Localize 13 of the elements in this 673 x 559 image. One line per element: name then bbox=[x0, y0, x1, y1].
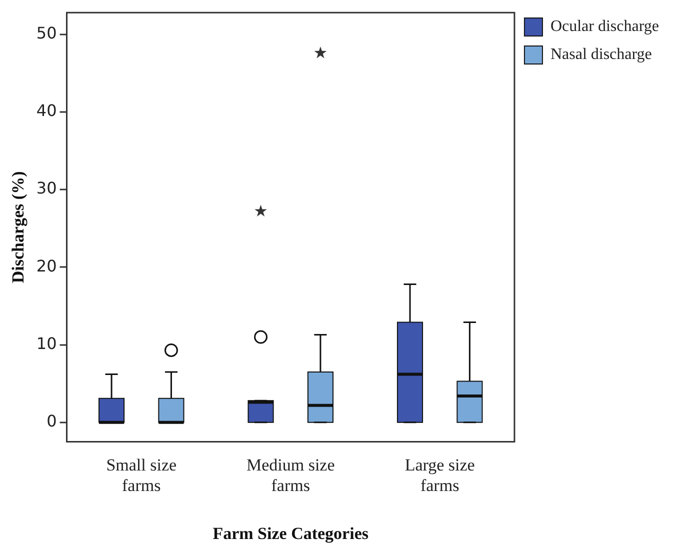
x-tick-label: Medium size farms bbox=[246, 455, 335, 495]
legend-label: Nasal discharge bbox=[550, 46, 652, 64]
y-tick-label: 10 bbox=[36, 334, 57, 353]
legend-label: Ocular discharge bbox=[550, 18, 659, 36]
x-axis-title: Farm Size Categories bbox=[212, 524, 369, 544]
y-tick-label: 20 bbox=[36, 256, 57, 276]
y-axis-title: Discharges (%) bbox=[8, 171, 28, 284]
y-tick-label: 40 bbox=[36, 101, 57, 120]
x-tick-label: Small size farms bbox=[106, 455, 177, 495]
y-tick-label: 50 bbox=[36, 23, 57, 42]
x-tick-label: Large size farms bbox=[404, 455, 475, 495]
y-tick-label: 0 bbox=[46, 412, 57, 431]
y-tick-label: 30 bbox=[36, 178, 57, 198]
